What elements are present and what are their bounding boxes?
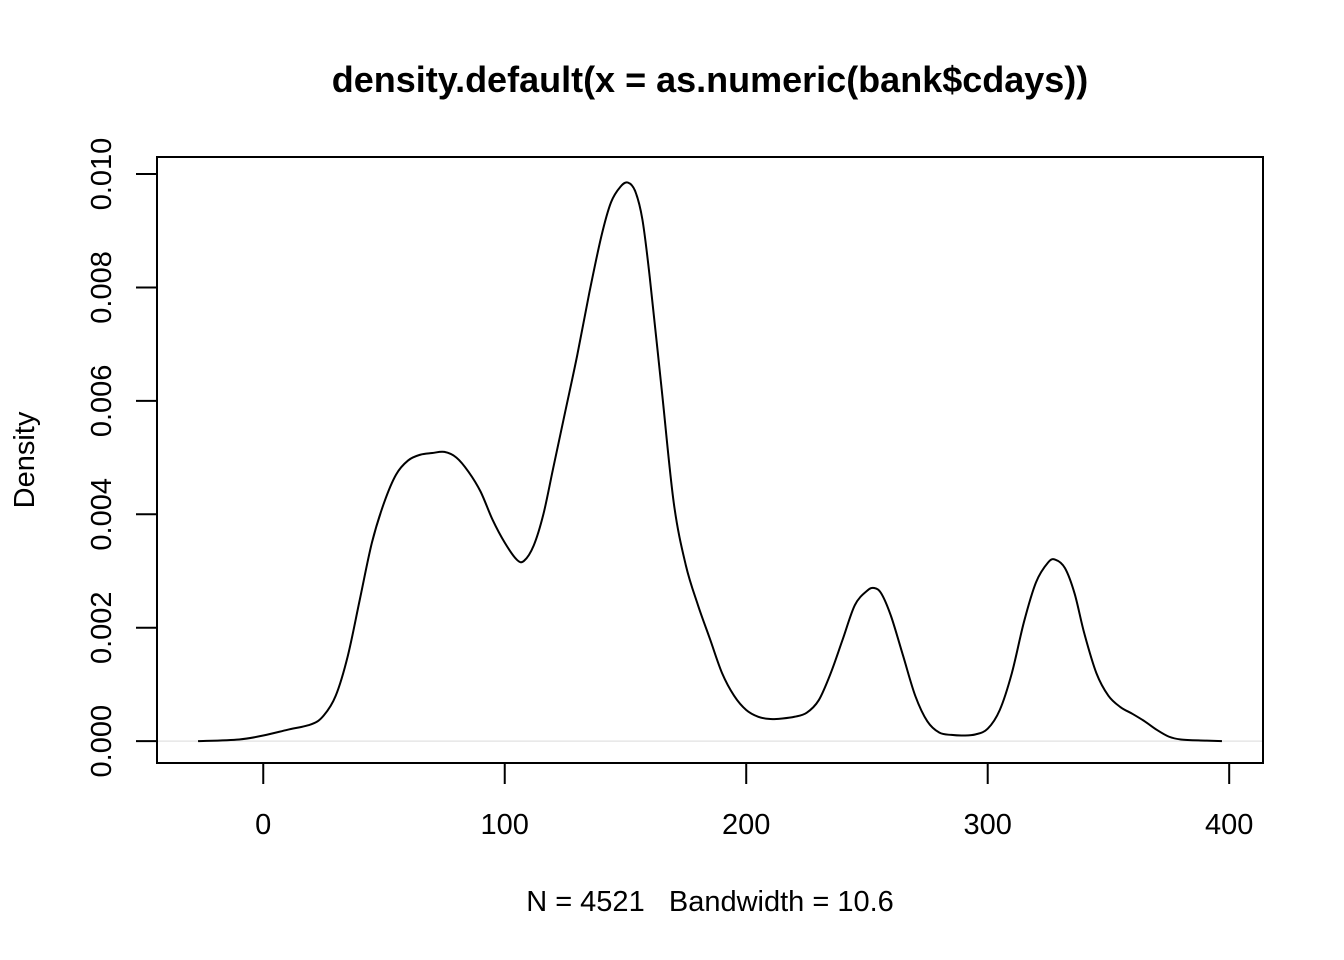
x-tick-label: 300 [964, 809, 1012, 841]
x-tick-label: 400 [1205, 809, 1253, 841]
y-tick-label: 0.010 [86, 138, 118, 211]
y-tick-label: 0.002 [86, 591, 118, 664]
plot-frame [156, 156, 1264, 764]
x-axis: 0 100 200 300 400 [255, 762, 1253, 841]
y-tick-label: 0.008 [86, 251, 118, 324]
y-tick-label: 0.006 [86, 365, 118, 438]
y-tick-label: 0.004 [86, 478, 118, 551]
density-curve [198, 181, 1222, 743]
chart-title: density.default(x = as.numeric(bank$cday… [332, 59, 1089, 100]
y-tick-label: 0.000 [86, 705, 118, 778]
x-axis-label: N = 4521 Bandwidth = 10.6 [526, 886, 894, 918]
y-axis: 0.000 0.002 0.004 0.006 0.008 0.010 [86, 138, 158, 778]
x-tick-label: 100 [481, 809, 529, 841]
y-axis-label: Density [9, 411, 41, 508]
x-tick-label: 0 [255, 809, 271, 841]
x-tick-label: 200 [722, 809, 770, 841]
